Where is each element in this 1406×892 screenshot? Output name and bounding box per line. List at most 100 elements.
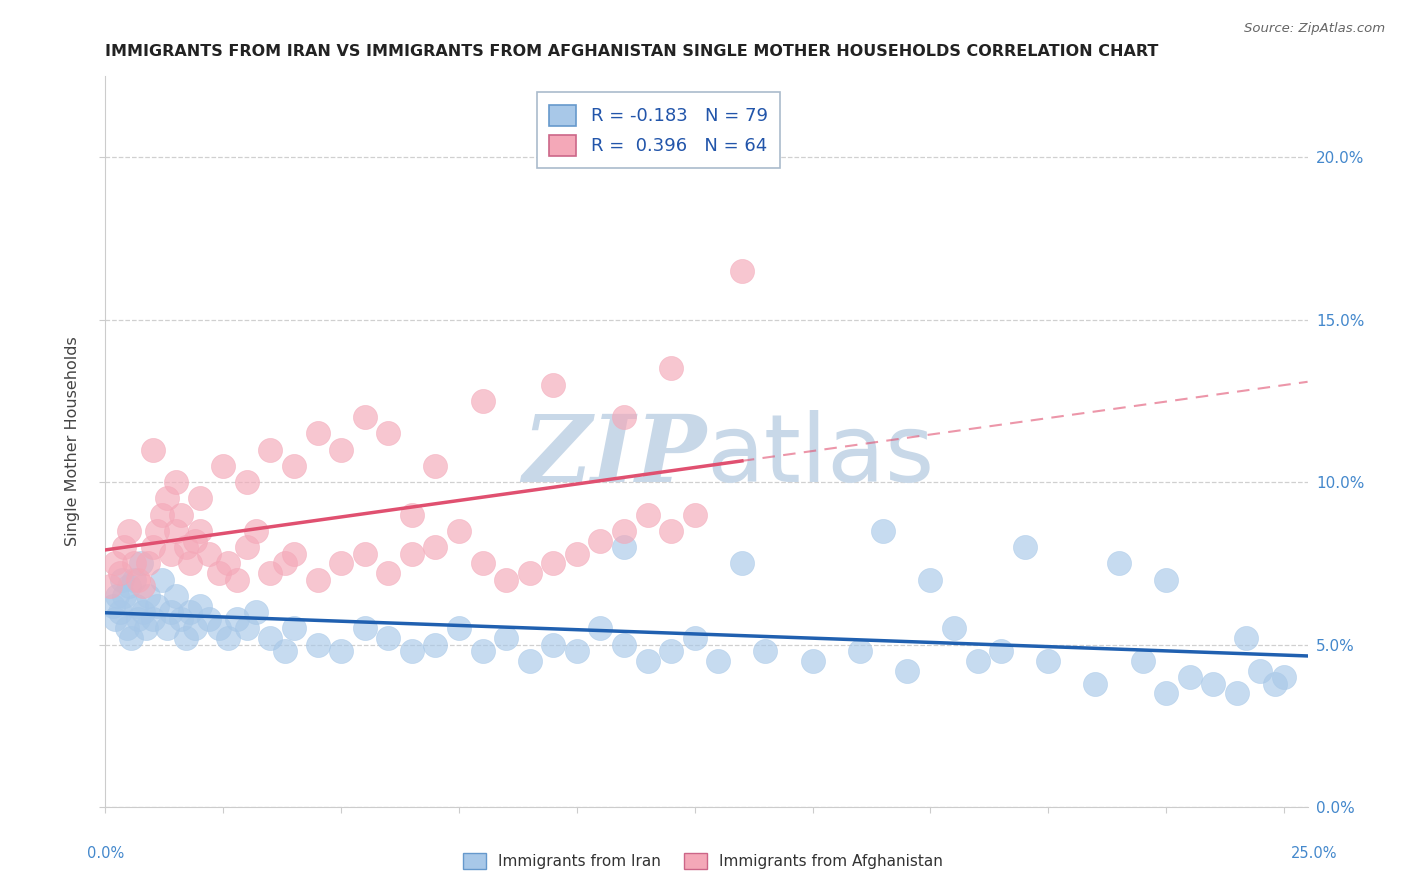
Point: [184, 533, 207, 548]
Point: [156, 622, 179, 636]
Point: [613, 540, 636, 554]
Point: [872, 524, 894, 538]
Point: [111, 573, 134, 587]
Point: [236, 540, 259, 554]
Point: [659, 644, 682, 658]
Point: [447, 622, 470, 636]
Point: [127, 573, 149, 587]
Point: [259, 566, 281, 581]
Point: [122, 573, 145, 587]
Point: [98, 579, 121, 593]
Point: [188, 491, 211, 506]
Point: [112, 589, 135, 603]
Point: [118, 524, 141, 538]
Point: [273, 557, 295, 571]
Point: [283, 458, 305, 473]
Point: [212, 458, 235, 473]
Point: [245, 605, 267, 619]
Point: [613, 524, 636, 538]
Point: [273, 644, 295, 658]
Point: [589, 533, 612, 548]
Point: [135, 622, 157, 636]
Point: [920, 573, 942, 587]
Point: [198, 612, 221, 626]
Point: [990, 644, 1012, 658]
Point: [198, 547, 221, 561]
Point: [283, 622, 305, 636]
Point: [179, 605, 201, 619]
Point: [165, 524, 187, 538]
Point: [146, 599, 169, 613]
Point: [943, 622, 966, 636]
Point: [401, 508, 423, 522]
Point: [353, 547, 375, 561]
Point: [179, 557, 201, 571]
Point: [330, 644, 353, 658]
Point: [447, 524, 470, 538]
Point: [115, 622, 138, 636]
Point: [495, 631, 517, 645]
Point: [966, 654, 988, 668]
Point: [401, 644, 423, 658]
Point: [174, 540, 197, 554]
Point: [125, 599, 148, 613]
Point: [217, 557, 239, 571]
Point: [543, 557, 565, 571]
Point: [132, 605, 155, 619]
Point: [1108, 557, 1130, 571]
Text: Source: ZipAtlas.com: Source: ZipAtlas.com: [1244, 22, 1385, 36]
Point: [1038, 654, 1060, 668]
Point: [731, 264, 754, 278]
Point: [637, 508, 659, 522]
Point: [425, 540, 447, 554]
Point: [613, 410, 636, 425]
Point: [142, 612, 165, 626]
Point: [127, 612, 149, 626]
Text: IMMIGRANTS FROM IRAN VS IMMIGRANTS FROM AFGHANISTAN SINGLE MOTHER HOUSEHOLDS COR: IMMIGRANTS FROM IRAN VS IMMIGRANTS FROM …: [105, 45, 1159, 60]
Point: [217, 631, 239, 645]
Point: [165, 589, 187, 603]
Point: [108, 566, 131, 581]
Point: [184, 622, 207, 636]
Point: [307, 573, 329, 587]
Legend: R = -0.183   N = 79, R =  0.396   N = 64: R = -0.183 N = 79, R = 0.396 N = 64: [537, 92, 780, 169]
Point: [1226, 686, 1249, 700]
Legend: Immigrants from Iran, Immigrants from Afghanistan: Immigrants from Iran, Immigrants from Af…: [457, 847, 949, 875]
Point: [142, 540, 165, 554]
Point: [101, 599, 124, 613]
Point: [1154, 686, 1177, 700]
Point: [589, 622, 612, 636]
Point: [401, 547, 423, 561]
Point: [150, 508, 173, 522]
Text: ZIP: ZIP: [522, 411, 707, 501]
Point: [637, 654, 659, 668]
Point: [207, 566, 229, 581]
Point: [170, 508, 193, 522]
Point: [259, 442, 281, 457]
Point: [150, 573, 173, 587]
Point: [425, 638, 447, 652]
Point: [1264, 677, 1286, 691]
Point: [120, 631, 142, 645]
Point: [136, 589, 159, 603]
Point: [471, 644, 494, 658]
Point: [226, 612, 249, 626]
Point: [377, 631, 399, 645]
Point: [132, 579, 155, 593]
Text: 25.0%: 25.0%: [1291, 847, 1339, 861]
Point: [236, 622, 259, 636]
Point: [1202, 677, 1225, 691]
Point: [122, 557, 145, 571]
Point: [565, 547, 588, 561]
Point: [146, 524, 169, 538]
Point: [207, 622, 229, 636]
Point: [519, 654, 541, 668]
Point: [848, 644, 870, 658]
Point: [1178, 670, 1201, 684]
Point: [112, 540, 135, 554]
Point: [118, 579, 141, 593]
Point: [896, 664, 918, 678]
Point: [188, 524, 211, 538]
Point: [707, 654, 730, 668]
Point: [377, 426, 399, 441]
